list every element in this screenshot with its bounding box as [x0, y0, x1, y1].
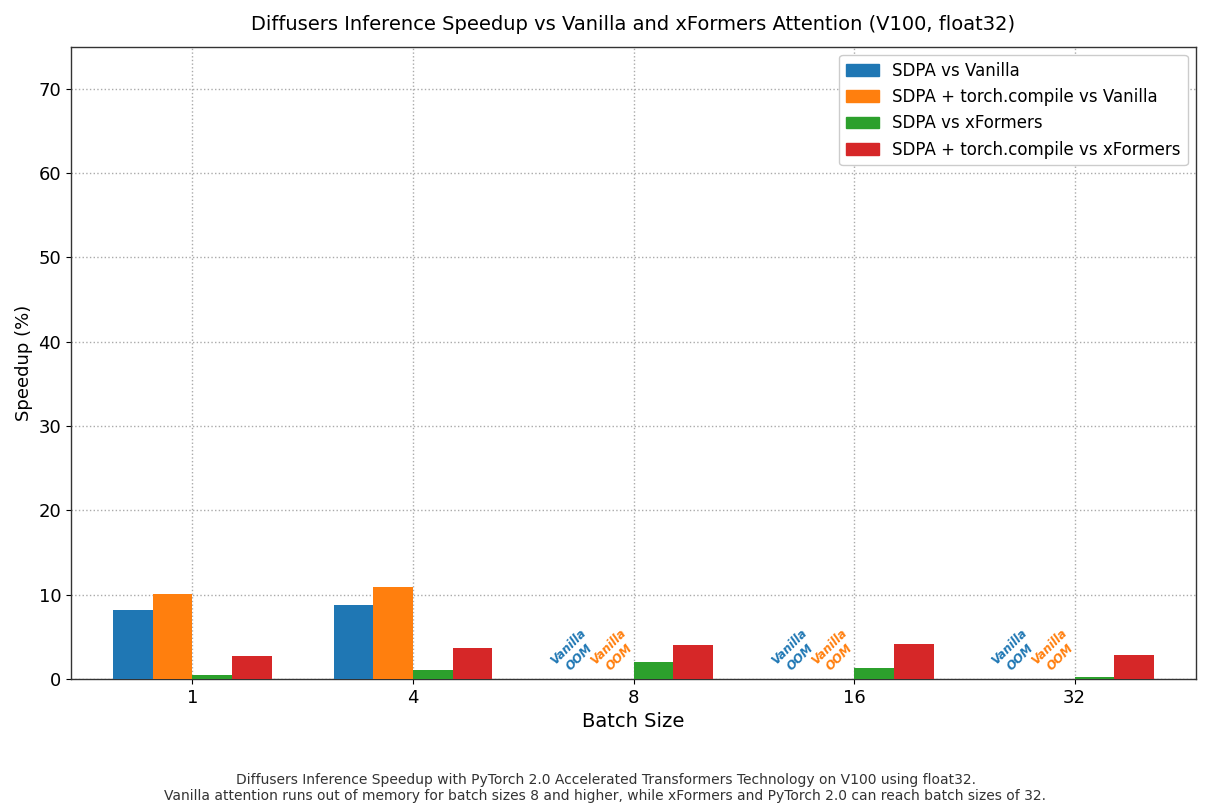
Bar: [1074, 677, 1114, 679]
Bar: [113, 610, 153, 679]
Bar: [673, 645, 713, 679]
Text: Vanilla
OOM: Vanilla OOM: [809, 627, 860, 678]
Bar: [153, 594, 193, 679]
Bar: [633, 662, 673, 679]
X-axis label: Batch Size: Batch Size: [582, 712, 684, 732]
Y-axis label: Speedup (%): Speedup (%): [15, 305, 33, 421]
Text: Vanilla
OOM: Vanilla OOM: [989, 627, 1040, 678]
Bar: [894, 644, 934, 679]
Text: Vanilla
OOM: Vanilla OOM: [1029, 627, 1080, 678]
Text: Vanilla
OOM: Vanilla OOM: [769, 627, 820, 678]
Bar: [413, 671, 453, 679]
Bar: [373, 587, 413, 679]
Legend: SDPA vs Vanilla, SDPA + torch.compile vs Vanilla, SDPA vs xFormers, SDPA + torch: SDPA vs Vanilla, SDPA + torch.compile vs…: [839, 55, 1188, 165]
Bar: [453, 648, 493, 679]
Text: Vanilla
OOM: Vanilla OOM: [549, 627, 599, 678]
Bar: [854, 668, 894, 679]
Bar: [1114, 655, 1154, 679]
Bar: [193, 676, 233, 679]
Bar: [233, 656, 271, 679]
Bar: [333, 605, 373, 679]
Text: Diffusers Inference Speedup with PyTorch 2.0 Accelerated Transformers Technology: Diffusers Inference Speedup with PyTorch…: [165, 773, 1046, 803]
Text: Vanilla
OOM: Vanilla OOM: [589, 627, 639, 678]
Title: Diffusers Inference Speedup vs Vanilla and xFormers Attention (V100, float32): Diffusers Inference Speedup vs Vanilla a…: [252, 15, 1016, 34]
